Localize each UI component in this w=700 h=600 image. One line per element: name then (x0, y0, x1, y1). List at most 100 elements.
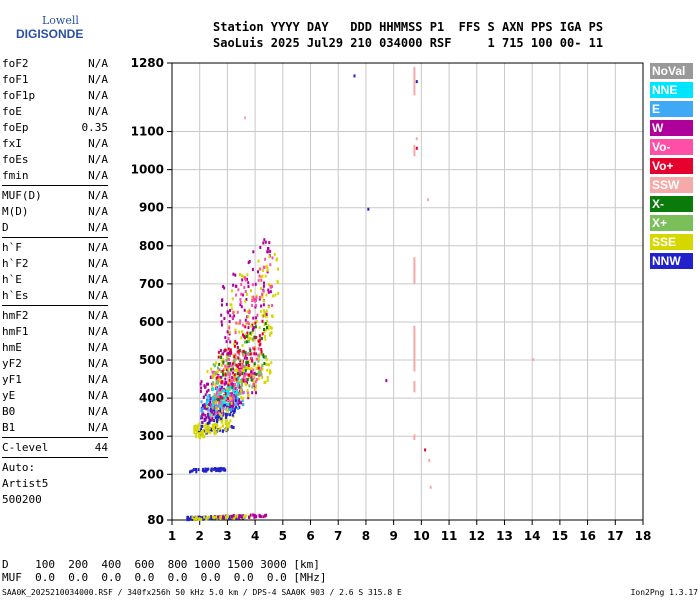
header-labels: Station YYYY DAY DDD HHMMSS P1 FFS S AXN… (213, 20, 604, 34)
echo-point (219, 376, 222, 380)
echo-point (224, 403, 227, 407)
echo-point (224, 373, 227, 377)
echo-point (231, 289, 233, 293)
param-name: MUF(D) (2, 189, 42, 202)
echo-point (239, 300, 242, 304)
echo-point (234, 378, 237, 382)
echo-point (201, 404, 204, 408)
echo-point (218, 401, 221, 405)
echo-point (216, 366, 219, 370)
echo-point (216, 418, 219, 422)
echo-point (238, 401, 241, 404)
echo-point (276, 280, 279, 284)
footer-version: Ion2Png 1.3.17 (630, 588, 698, 597)
echo-point (210, 516, 213, 520)
echo-point (186, 515, 189, 519)
y-tick-label: 800 (139, 239, 164, 253)
echo-point (224, 364, 227, 368)
echo-point (220, 375, 223, 379)
echo-point (232, 399, 235, 403)
echo-point (255, 372, 258, 376)
echo-point (212, 381, 215, 385)
echo-point (221, 396, 224, 400)
echo-point (271, 314, 273, 318)
echo-point (238, 321, 241, 325)
echo-point (268, 363, 270, 367)
echo-point (232, 404, 235, 407)
echo-point (267, 324, 270, 328)
echo-point (240, 383, 243, 387)
echo-point (241, 403, 244, 406)
echo-point (251, 391, 254, 395)
echo-point (221, 323, 223, 327)
echo-point (197, 468, 200, 472)
echo-point (214, 428, 217, 432)
echo-point (214, 401, 217, 404)
param-divider (2, 237, 108, 238)
echo-point (221, 380, 224, 384)
echo-point (251, 267, 254, 271)
echo-point (212, 388, 215, 391)
param-row-fof2: foF2 N/A (2, 56, 108, 72)
param-value: N/A (88, 73, 108, 86)
echo-point (206, 400, 209, 404)
echo-point (206, 429, 209, 433)
logo-digisonde: DIGISONDE (16, 27, 84, 41)
echo-point (253, 372, 256, 376)
echo-point (203, 429, 206, 433)
echo-point (210, 388, 213, 391)
param-value: N/A (88, 325, 108, 338)
param-name: foF2 (2, 57, 29, 70)
echo-point (242, 378, 245, 382)
echo-point (233, 516, 236, 520)
echo-point (243, 276, 246, 280)
echo-point (221, 412, 224, 416)
param-value: N/A (88, 137, 108, 150)
distance-row: D 100 200 400 600 800 1000 1500 3000 [km… (2, 558, 327, 571)
echo-point (217, 515, 220, 519)
ssw-streak (413, 380, 416, 393)
echo-point (213, 371, 216, 375)
echo-point (211, 375, 214, 379)
echo-point (242, 349, 245, 353)
echo-point (226, 393, 229, 397)
echo-point (239, 380, 242, 384)
y-tick-label: 500 (139, 353, 164, 367)
muf-values: 0.0 0.0 0.0 0.0 0.0 0.0 0.0 0.0 [MHz] (21, 571, 327, 584)
echo-point (233, 383, 236, 387)
echo-point (206, 399, 209, 402)
echo-point (222, 396, 225, 400)
echo-point (252, 346, 255, 350)
echo-point (212, 515, 214, 519)
echo-point (246, 378, 249, 382)
echo-point (246, 367, 249, 370)
auto-line3: 500200 (2, 493, 42, 506)
echo-point (242, 353, 245, 357)
echo-point (214, 413, 217, 417)
echo-point (206, 370, 209, 374)
param-name: hmE (2, 341, 22, 354)
param-row-h-es: h`Es N/A (2, 288, 108, 304)
echo-point (241, 391, 244, 395)
echo-point (217, 350, 220, 354)
echo-point (215, 385, 218, 389)
param-value: N/A (88, 257, 108, 270)
echo-point (237, 398, 240, 402)
echo-point (248, 352, 250, 356)
echo-point (243, 308, 246, 312)
echo-point (201, 424, 204, 428)
echo-point (204, 469, 207, 473)
echo-point (244, 325, 247, 329)
echo-point (238, 515, 241, 518)
echo-point (215, 361, 218, 365)
echo-point (208, 430, 210, 434)
x-tick-label: 13 (496, 529, 513, 543)
echo-point (367, 207, 370, 211)
echo-point (415, 146, 418, 150)
param-value: N/A (88, 89, 108, 102)
y-tick-label: 1100 (131, 125, 164, 139)
param-name: M(D) (2, 205, 29, 218)
param-name: fxI (2, 137, 22, 150)
param-row-hmf1: hmF1 N/A (2, 324, 108, 340)
